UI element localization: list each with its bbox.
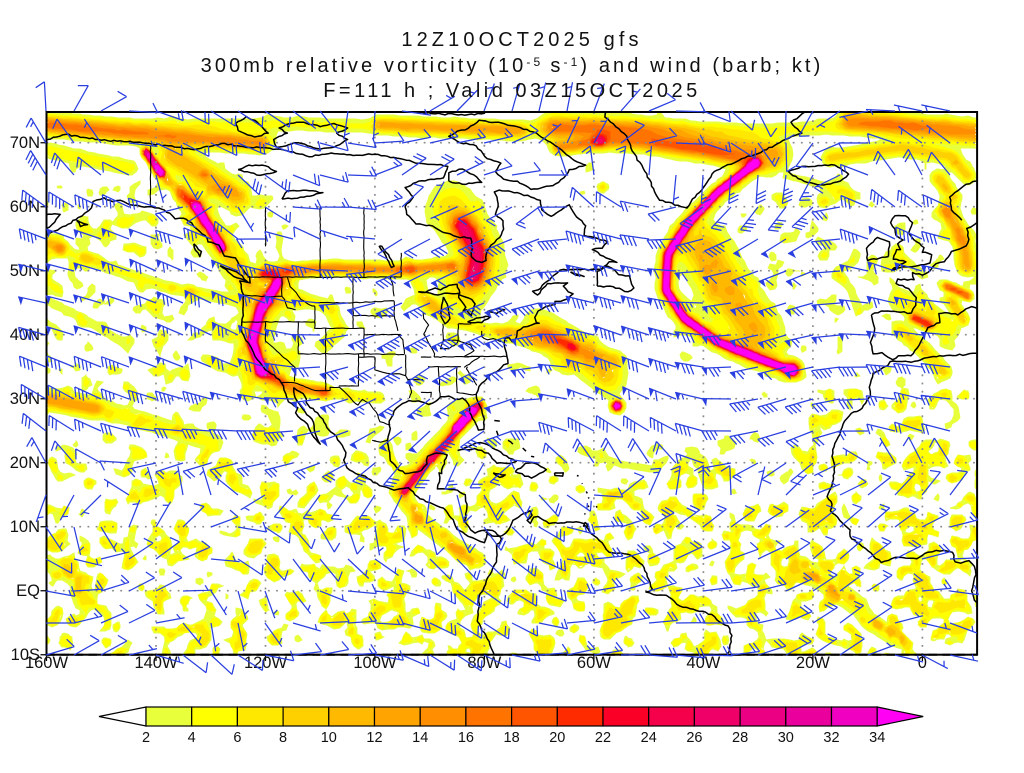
svg-text:20: 20 (549, 730, 565, 746)
svg-text:40W: 40W (686, 654, 720, 672)
svg-text:20W: 20W (796, 654, 830, 672)
svg-text:EQ: EQ (16, 582, 40, 600)
svg-text:12Z10OCT2025 gfs: 12Z10OCT2025 gfs (401, 29, 642, 51)
svg-text:20N: 20N (10, 454, 40, 472)
svg-text:4: 4 (188, 730, 196, 746)
svg-text:18: 18 (504, 730, 520, 746)
svg-text:26: 26 (686, 730, 702, 746)
svg-text:160W: 160W (25, 654, 69, 672)
svg-text:16: 16 (458, 730, 474, 746)
svg-text:0: 0 (918, 654, 927, 672)
svg-text:100W: 100W (353, 654, 397, 672)
svg-text:6: 6 (233, 730, 241, 746)
svg-text:32: 32 (823, 730, 839, 746)
svg-text:14: 14 (412, 730, 428, 746)
svg-text:2: 2 (142, 730, 150, 746)
svg-text:10S: 10S (11, 646, 40, 664)
svg-text:28: 28 (732, 730, 748, 746)
svg-text:300mb relative vorticity (10-5: 300mb relative vorticity (10-5 s-1) and … (201, 55, 824, 77)
svg-text:140W: 140W (134, 654, 178, 672)
svg-text:50N: 50N (10, 262, 40, 280)
svg-text:12: 12 (366, 730, 382, 746)
svg-text:70N: 70N (10, 134, 40, 152)
svg-text:22: 22 (595, 730, 611, 746)
svg-text:10N: 10N (10, 518, 40, 536)
svg-text:F=111 h ; Valid 03Z15OCT2025: F=111 h ; Valid 03Z15OCT2025 (323, 80, 701, 102)
svg-text:8: 8 (279, 730, 287, 746)
svg-text:60W: 60W (577, 654, 611, 672)
svg-text:34: 34 (869, 730, 885, 746)
svg-text:10: 10 (321, 730, 337, 746)
svg-text:30: 30 (778, 730, 794, 746)
svg-text:24: 24 (641, 730, 657, 746)
svg-text:120W: 120W (244, 654, 288, 672)
svg-text:80W: 80W (467, 654, 501, 672)
